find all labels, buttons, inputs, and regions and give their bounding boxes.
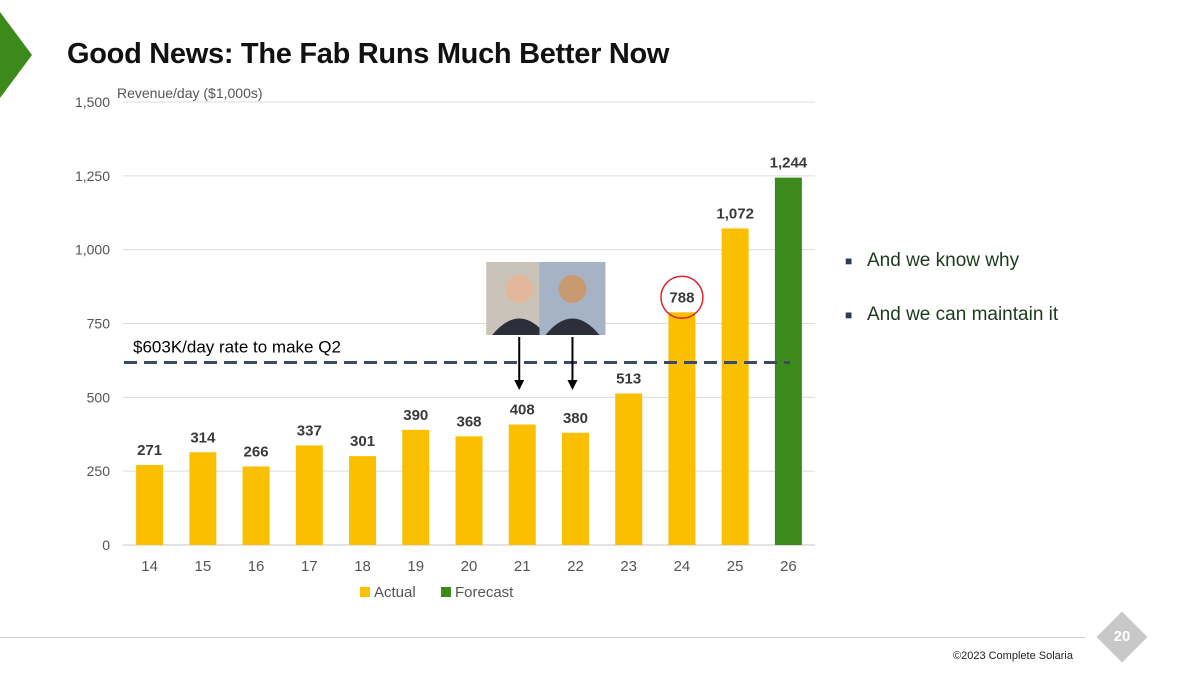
bar	[508, 424, 536, 545]
data-label: 266	[244, 443, 269, 460]
bar	[561, 432, 589, 545]
portrait-suit	[545, 318, 600, 335]
bullet-list: ■ And we know why ■ And we can maintain …	[845, 250, 1058, 358]
y-tick-label: 0	[102, 537, 110, 553]
arrow-head-icon	[514, 380, 525, 390]
bar	[615, 393, 643, 545]
data-label: 1,244	[770, 155, 808, 172]
bullet-item: ■ And we can maintain it	[845, 304, 1058, 326]
portrait-suit	[492, 318, 547, 335]
bar	[349, 456, 377, 545]
y-tick-label: 1,500	[75, 94, 110, 110]
bar	[189, 452, 217, 545]
bar	[136, 464, 164, 545]
bullet-text: And we can maintain it	[867, 304, 1059, 325]
x-tick-label: 22	[567, 558, 584, 575]
x-tick-label: 21	[514, 558, 531, 575]
square-bullet-icon: ■	[845, 254, 853, 268]
data-label: 513	[616, 370, 641, 387]
y-tick-label: 750	[87, 316, 111, 332]
data-label: 337	[297, 422, 322, 439]
page-number: 20	[1113, 628, 1131, 645]
bar	[242, 466, 270, 545]
highlight-circle	[660, 275, 704, 320]
y-tick-label: 1,000	[75, 242, 110, 258]
copyright-notice: ©2023 Complete Solaria	[952, 650, 1073, 662]
data-label: 380	[563, 410, 588, 427]
x-tick-label: 24	[674, 558, 691, 575]
bullet-text: And we know why	[867, 250, 1020, 271]
bullet-item: ■ And we know why	[845, 250, 1058, 272]
x-tick-label: 18	[354, 558, 371, 575]
x-tick-label: 15	[195, 558, 212, 575]
bar	[295, 445, 323, 545]
data-label: 788	[669, 289, 694, 306]
slide-title: Good News: The Fab Runs Much Better Now	[67, 38, 670, 70]
square-bullet-icon: ■	[845, 308, 853, 322]
x-tick-label: 14	[141, 558, 158, 575]
arrow-head-icon	[567, 380, 578, 390]
x-tick-label: 16	[248, 558, 265, 575]
data-label: 390	[403, 407, 428, 424]
corner-arrow-icon	[0, 12, 32, 98]
footer-divider	[0, 637, 1085, 638]
data-label: 408	[510, 402, 535, 419]
legend-label: Forecast	[455, 584, 514, 601]
x-tick-label: 19	[407, 558, 424, 575]
data-label: 368	[456, 413, 481, 430]
bar	[402, 429, 430, 545]
x-tick-label: 17	[301, 558, 318, 575]
data-label: 301	[350, 433, 375, 450]
reference-line-label: $603K/day rate to make Q2	[133, 337, 341, 356]
revenue-chart: 0 250 500 750 1,000 1,250 1,500 Revenue/day ($1…	[75, 85, 815, 601]
bar	[455, 436, 483, 545]
legend-swatch	[360, 587, 370, 597]
legend-label: Actual	[374, 584, 416, 601]
x-tick-label: 26	[780, 558, 797, 575]
bar	[668, 312, 696, 545]
x-tick-label: 20	[461, 558, 478, 575]
bar	[721, 228, 749, 546]
y-axis-label: Revenue/day ($1,000s)	[117, 85, 263, 101]
portrait-face	[505, 275, 534, 303]
y-tick-label: 1,250	[75, 168, 110, 184]
x-tick-label: 23	[620, 558, 637, 575]
data-label: 314	[190, 429, 216, 446]
data-label: 271	[137, 442, 162, 459]
x-tick-label: 25	[727, 558, 744, 575]
portrait-face	[558, 275, 587, 303]
legend-swatch	[441, 587, 451, 597]
y-tick-label: 500	[87, 389, 111, 405]
y-tick-label: 250	[87, 463, 111, 479]
data-label: 1,072	[716, 205, 754, 222]
